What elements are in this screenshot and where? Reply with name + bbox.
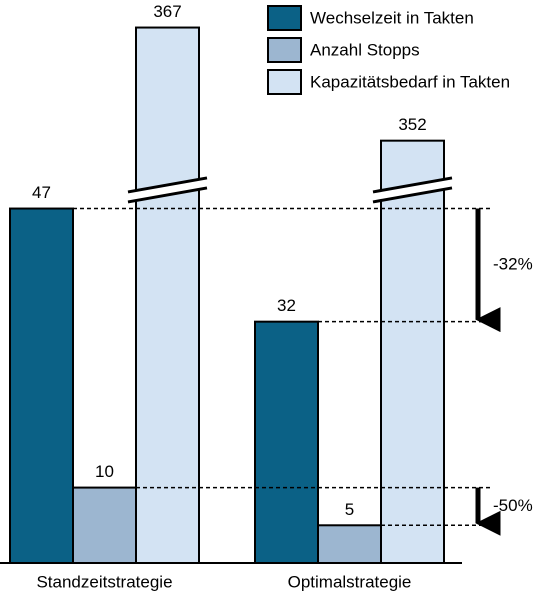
annotation: -50% xyxy=(493,496,533,515)
legend-label: Anzahl Stopps xyxy=(310,40,420,59)
value-label: 10 xyxy=(95,462,114,481)
bar xyxy=(380,139,445,565)
bar xyxy=(254,320,319,564)
axis-break-gap xyxy=(128,177,207,202)
axis-break-gap xyxy=(373,177,452,202)
legend-swatch xyxy=(267,69,302,95)
bar xyxy=(317,524,382,565)
value-label: 32 xyxy=(277,296,296,315)
legend-label: Wechselzeit in Takten xyxy=(310,8,474,27)
axis-break-mark xyxy=(127,186,208,204)
legend-label: Kapazitätsbedarf in Takten xyxy=(310,72,510,91)
value-label: 367 xyxy=(153,2,181,21)
x-tick-label: Standzeitstrategie xyxy=(36,572,172,591)
bar xyxy=(72,486,137,565)
bar xyxy=(135,26,200,564)
legend-swatch xyxy=(267,37,302,63)
bar xyxy=(9,207,74,565)
axis-break-mark xyxy=(127,176,208,194)
axis-break-mark xyxy=(372,176,453,194)
value-label: 47 xyxy=(32,183,51,202)
value-label: 352 xyxy=(398,115,426,134)
axis-break-mark xyxy=(372,186,453,204)
annotation: -32% xyxy=(493,255,533,274)
x-tick-label: Optimalstrategie xyxy=(288,572,412,591)
value-label: 5 xyxy=(345,500,354,519)
legend-swatch xyxy=(267,5,302,31)
